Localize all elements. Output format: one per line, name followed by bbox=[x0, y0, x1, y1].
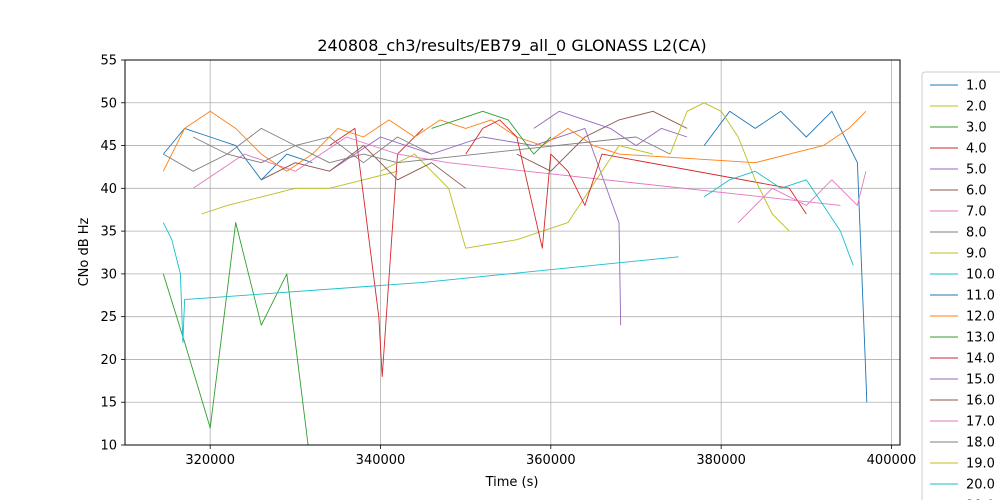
legend-label: 21.0 bbox=[966, 499, 995, 500]
legend-label: 12.0 bbox=[966, 310, 995, 325]
series-line-4-0 bbox=[329, 127, 424, 378]
legend-label: 7.0 bbox=[966, 205, 987, 220]
legend-label: 1.0 bbox=[966, 79, 987, 94]
series-line-13-0 bbox=[431, 110, 552, 155]
series-lines bbox=[162, 102, 868, 446]
legend-label: 16.0 bbox=[966, 394, 995, 409]
legend-label: 3.0 bbox=[966, 121, 987, 136]
legend-label: 9.0 bbox=[966, 247, 987, 262]
legend-label: 8.0 bbox=[966, 226, 987, 241]
plot-frame bbox=[124, 59, 901, 446]
series-line-10-0 bbox=[162, 222, 679, 343]
y-tick-label: 10 bbox=[100, 439, 117, 454]
x-tick-label: 340000 bbox=[356, 453, 406, 468]
series-line-18-0 bbox=[163, 136, 671, 172]
y-tick-label: 40 bbox=[100, 182, 117, 197]
y-tick-label: 25 bbox=[100, 310, 117, 325]
y-tick-label: 30 bbox=[100, 267, 117, 282]
series-line-15-0 bbox=[533, 110, 688, 147]
plot-area-background bbox=[125, 60, 900, 445]
legend-label: 5.0 bbox=[966, 163, 987, 178]
series-line-17-0 bbox=[737, 171, 867, 223]
series-line-5-0 bbox=[329, 127, 622, 326]
chart-title: 240808_ch3/results/EB79_all_0 GLONASS L2… bbox=[317, 36, 706, 56]
legend-label: 20.0 bbox=[966, 478, 995, 493]
series-line-7-0 bbox=[192, 136, 841, 206]
legend-label: 18.0 bbox=[966, 436, 995, 451]
legend-label: 2.0 bbox=[966, 100, 987, 115]
y-tick-label: 50 bbox=[100, 96, 117, 111]
legend-label: 19.0 bbox=[966, 457, 995, 472]
legend-label: 13.0 bbox=[966, 331, 995, 346]
x-tick-label: 400000 bbox=[867, 453, 917, 468]
x-tick-label: 380000 bbox=[696, 453, 746, 468]
series-line-19-0 bbox=[669, 102, 790, 232]
y-tick-label: 55 bbox=[100, 54, 117, 69]
series-line-11-0 bbox=[703, 110, 868, 403]
y-tick-label: 20 bbox=[100, 353, 117, 368]
y-tick-label: 45 bbox=[100, 139, 117, 154]
y-axis-title: CNo dB Hz bbox=[77, 217, 92, 286]
series-line-20-0 bbox=[703, 170, 854, 266]
x-tick-label: 360000 bbox=[526, 453, 576, 468]
x-axis-title: Time (s) bbox=[485, 475, 539, 490]
series-line-16-0 bbox=[261, 145, 466, 189]
series-line-8-0 bbox=[192, 127, 432, 164]
y-tick-label: 15 bbox=[100, 396, 117, 411]
series-line-3-0 bbox=[162, 222, 309, 446]
y-tick-label: 35 bbox=[100, 225, 117, 240]
series-line-6-0 bbox=[516, 110, 688, 172]
series-line-14-0 bbox=[465, 119, 807, 249]
legend-label: 15.0 bbox=[966, 373, 995, 388]
legend-label: 6.0 bbox=[966, 184, 987, 199]
legend-label: 4.0 bbox=[966, 142, 987, 157]
legend-label: 14.0 bbox=[966, 352, 995, 367]
axis-ticks: 320000 340000 360000 380000 400000 10 15 20 25 30… bbox=[100, 54, 916, 469]
legend: 1.0 2.0 3.0 4.0 5.0 6.0 7.0 8.0 9.0 10.0 11.0 12.0 1… bbox=[921, 71, 1000, 500]
legend-box bbox=[921, 71, 1000, 500]
series-line-12-0 bbox=[162, 110, 867, 172]
x-tick-label: 320000 bbox=[185, 453, 235, 468]
series-line-2-0 bbox=[201, 170, 398, 215]
legend-label: 10.0 bbox=[966, 268, 995, 283]
legend-label: 17.0 bbox=[966, 415, 995, 430]
legend-label: 11.0 bbox=[966, 289, 995, 304]
